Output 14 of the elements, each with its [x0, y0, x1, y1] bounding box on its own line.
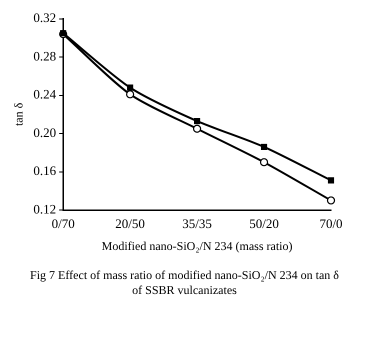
- y-tick-label: 0.12: [33, 201, 56, 216]
- x-axis-title: Modified nano-SiO₂/N 234 (mass ratio): [102, 238, 292, 253]
- x-tick-label: 20/50: [115, 216, 145, 232]
- x-tick-label: 0/70: [52, 216, 75, 232]
- y-tick-label: 0.28: [33, 48, 56, 64]
- caption: Fig 7 Effect of mass ratio of modified nano-SiO₂/N 234 on tan δ of SSBR vulcanizates: [29, 268, 340, 298]
- x-tick-label: 50/20: [249, 216, 279, 232]
- y-tick-label: 0.24: [33, 86, 57, 102]
- y-axis-title: tan δ: [11, 102, 26, 126]
- y-tick-label: 0.20: [33, 124, 56, 140]
- x-tick-label: 35/35: [182, 216, 212, 232]
- y-tick-label: 0.32: [33, 10, 56, 26]
- x-tick-label: 70/0: [319, 216, 343, 232]
- y-tick-label: 0.16: [33, 163, 57, 178]
